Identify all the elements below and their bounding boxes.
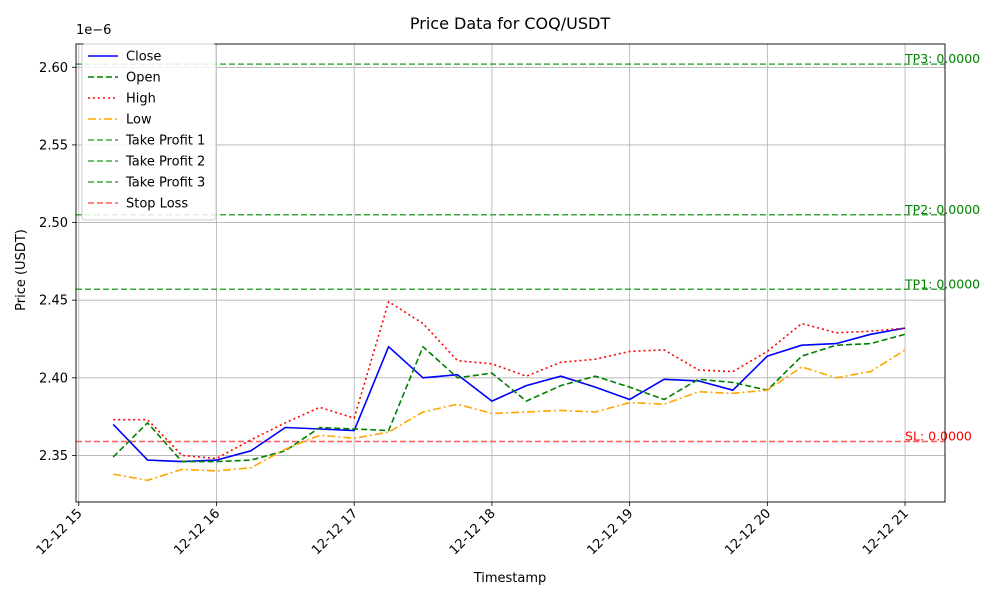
legend-entry-label: High <box>126 92 156 107</box>
x-tick-label: 12-12 16 <box>171 506 223 558</box>
series-line-low <box>113 349 906 482</box>
legend-entry-label: Open <box>126 71 161 86</box>
plot-frame <box>75 43 946 503</box>
y-tick-label: 2.35 <box>39 449 68 464</box>
x-tick-label: 12-12 17 <box>309 506 361 558</box>
level-label: TP2: 0.0000 <box>904 202 980 217</box>
legend-entry-label: Take Profit 2 <box>125 155 205 170</box>
level-label: TP1: 0.0000 <box>904 276 980 291</box>
legend-entry-label: Stop Loss <box>126 197 188 212</box>
y-axis-label: Price (USDT) <box>14 229 29 311</box>
legend-entry-label: Take Profit 3 <box>125 176 205 191</box>
legend-entry-label: Close <box>126 50 161 65</box>
x-axis-label: Timestamp <box>473 571 547 586</box>
y-tick-label: 2.45 <box>39 294 68 309</box>
legend: Close Open High Low Take Profit 1 Take Profit… <box>81 43 217 221</box>
y-axis-offset-label: 1e−6 <box>76 23 111 38</box>
x-tick-label: 12-12 15 <box>34 506 86 558</box>
chart-title: Price Data for COQ/USDT <box>410 14 610 33</box>
y-tick-label: 2.50 <box>39 216 68 231</box>
x-tick-label: 12-12 21 <box>860 506 912 558</box>
level-label: TP3: 0.0000 <box>904 51 980 66</box>
y-tick-label: 2.40 <box>39 371 68 386</box>
series-lines <box>112 300 906 482</box>
legend-entry-label: Low <box>126 113 152 128</box>
x-tick-label: 12-12 19 <box>585 506 637 558</box>
series-line-high <box>113 300 906 460</box>
x-tick-label: 12-12 20 <box>722 506 774 558</box>
legend-box <box>81 43 217 221</box>
grid <box>76 44 945 502</box>
level-lines: TP1: 0.0000 TP2: 0.0000 TP3: 0.0000 SL: 0.0… <box>76 51 980 443</box>
level-label: SL: 0.0000 <box>905 428 972 443</box>
legend-entry-label: Take Profit 1 <box>125 134 205 149</box>
x-tick-label: 12-12 18 <box>447 506 499 558</box>
series-line-close <box>112 327 906 463</box>
y-tick-label: 2.55 <box>39 138 68 153</box>
y-tick-label: 2.60 <box>39 61 68 76</box>
series-line-open <box>112 333 906 463</box>
